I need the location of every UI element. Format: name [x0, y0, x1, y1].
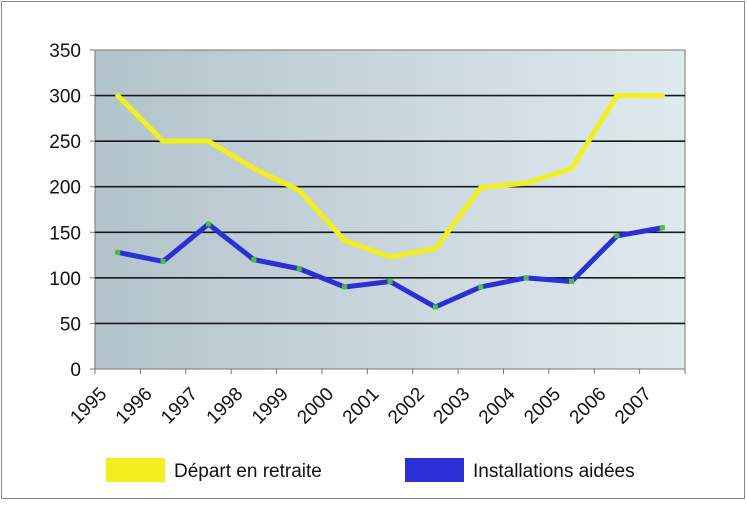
legend-label-depart-en-retraite: Départ en retraite — [174, 461, 322, 482]
legend-swatch-depart-en-retraite — [106, 458, 165, 482]
data-point — [342, 284, 348, 290]
data-point — [614, 233, 620, 239]
data-point — [432, 304, 438, 310]
plot-area — [94, 49, 686, 370]
legend-swatch-installations-aidees — [405, 458, 464, 482]
y-tick-label: 250 — [49, 132, 81, 153]
y-tick-label: 300 — [49, 87, 81, 108]
series-line-depart-en-retraite — [115, 93, 665, 260]
y-tick-label: 100 — [49, 269, 81, 290]
data-point — [387, 279, 393, 285]
legend: Départ en retraite Installations aidées — [106, 458, 635, 482]
data-point — [160, 258, 166, 264]
data-point — [115, 249, 121, 255]
y-tick-label: 350 — [49, 41, 81, 62]
data-point — [523, 275, 529, 281]
data-point — [251, 257, 257, 263]
y-tick-label: 50 — [60, 314, 81, 335]
data-point — [478, 284, 484, 290]
data-point — [569, 279, 575, 285]
data-point — [296, 266, 302, 272]
data-point — [205, 221, 211, 227]
y-tick-label: 150 — [49, 223, 81, 244]
y-tick-label: 0 — [70, 360, 81, 381]
legend-label-installations-aidees: Installations aidées — [473, 461, 635, 482]
y-tick-label: 200 — [49, 178, 81, 199]
data-point — [659, 225, 665, 231]
